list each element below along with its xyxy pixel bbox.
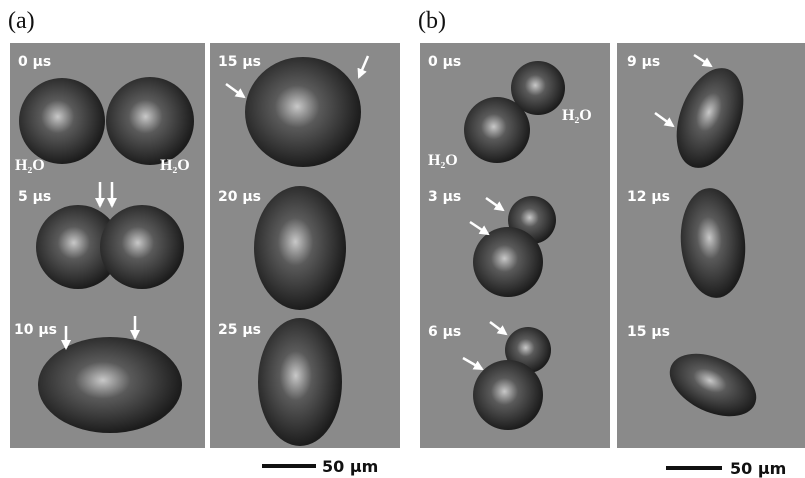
time-label: 10 µs: [14, 322, 57, 338]
time-label: 20 µs: [218, 189, 261, 205]
time-label: 12 µs: [627, 189, 670, 205]
time-label: 5 µs: [18, 189, 51, 205]
scale-label: 50 µm: [322, 457, 378, 476]
time-label: 9 µs: [627, 54, 660, 70]
scale-label: 50 µm: [730, 459, 786, 478]
panel-label: (a): [8, 8, 35, 34]
time-label: 15 µs: [218, 54, 261, 70]
time-label: 0 µs: [18, 54, 51, 70]
water-label: H₂O: [562, 107, 592, 124]
water-label: H₂O: [15, 157, 45, 174]
time-label: 0 µs: [428, 54, 461, 70]
figure: (a) (b): [0, 0, 805, 478]
time-label: 25 µs: [218, 322, 261, 338]
time-label: 3 µs: [428, 189, 461, 205]
panel-label: (b): [418, 8, 446, 34]
water-label: H₂O: [160, 157, 190, 174]
time-label: 15 µs: [627, 324, 670, 340]
frames-a: [10, 43, 400, 448]
water-label: H₂O: [428, 152, 458, 169]
time-label: 6 µs: [428, 324, 461, 340]
frames-b: [420, 43, 805, 448]
